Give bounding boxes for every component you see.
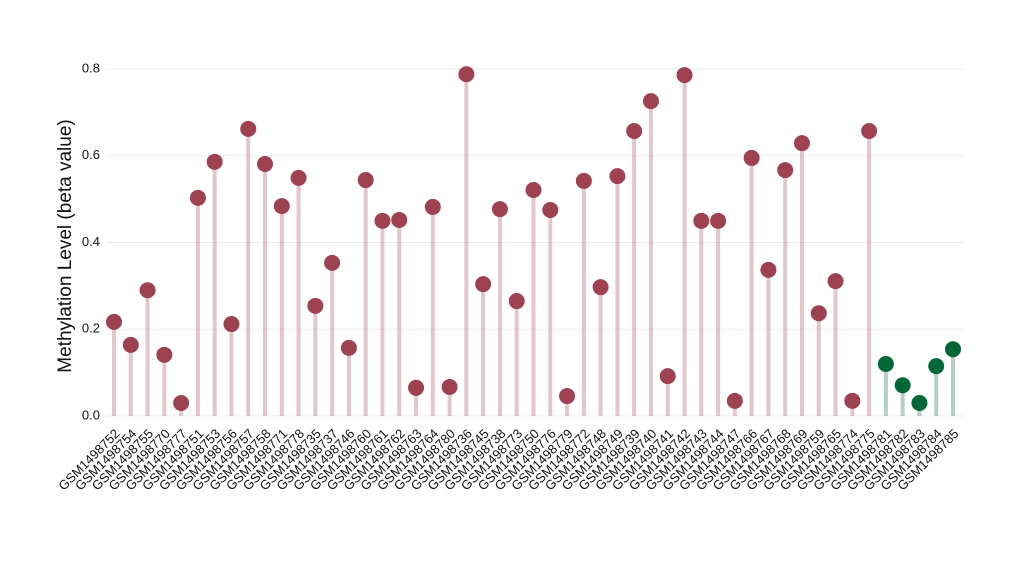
dot: [575, 172, 592, 189]
dot: [676, 67, 693, 84]
dot: [928, 358, 945, 375]
dot: [777, 162, 794, 179]
dot: [609, 168, 626, 185]
dot: [139, 282, 156, 299]
dot: [642, 93, 659, 110]
dot: [693, 212, 710, 229]
dot: [122, 336, 139, 353]
dot: [559, 388, 576, 405]
dot: [743, 149, 760, 166]
dot: [894, 377, 911, 394]
dot: [592, 279, 609, 296]
dot: [861, 123, 878, 140]
dot: [911, 394, 928, 411]
dot: [508, 293, 525, 310]
dot: [357, 172, 374, 189]
dot: [173, 394, 190, 411]
dot: [223, 316, 240, 333]
dot: [206, 153, 223, 170]
dot: [340, 339, 357, 356]
dot: [542, 201, 559, 218]
dot: [710, 212, 727, 229]
dot: [491, 201, 508, 218]
y-tick-label: 0.8: [82, 60, 100, 75]
dot: [273, 198, 290, 215]
dot: [106, 313, 122, 330]
dot: [844, 392, 861, 409]
dot: [240, 120, 257, 137]
dot: [257, 155, 274, 172]
dot: [760, 261, 777, 278]
dot: [189, 189, 206, 206]
y-tick-label: 0.4: [82, 234, 100, 249]
dot: [324, 254, 341, 271]
dot: [726, 392, 743, 409]
dot: [877, 355, 894, 372]
dot: [827, 273, 844, 290]
dot: [424, 198, 441, 215]
dot: [290, 169, 307, 186]
dot: [626, 123, 643, 140]
y-tick-label: 0.0: [82, 407, 100, 422]
dot: [408, 379, 425, 396]
y-tick-label: 0.2: [82, 321, 100, 336]
dot: [945, 341, 961, 358]
y-tick-label: 0.6: [82, 147, 100, 162]
dot: [810, 305, 827, 322]
y-axis-title: Methylation Level (beta value): [55, 119, 76, 372]
dot: [156, 346, 173, 363]
dot: [391, 211, 408, 228]
dot: [659, 368, 676, 385]
dot: [458, 66, 475, 83]
dot: [307, 297, 324, 314]
dot: [475, 276, 492, 293]
dot: [525, 182, 542, 199]
dot: [441, 378, 458, 395]
dot: [374, 212, 391, 229]
dot: [793, 135, 810, 152]
